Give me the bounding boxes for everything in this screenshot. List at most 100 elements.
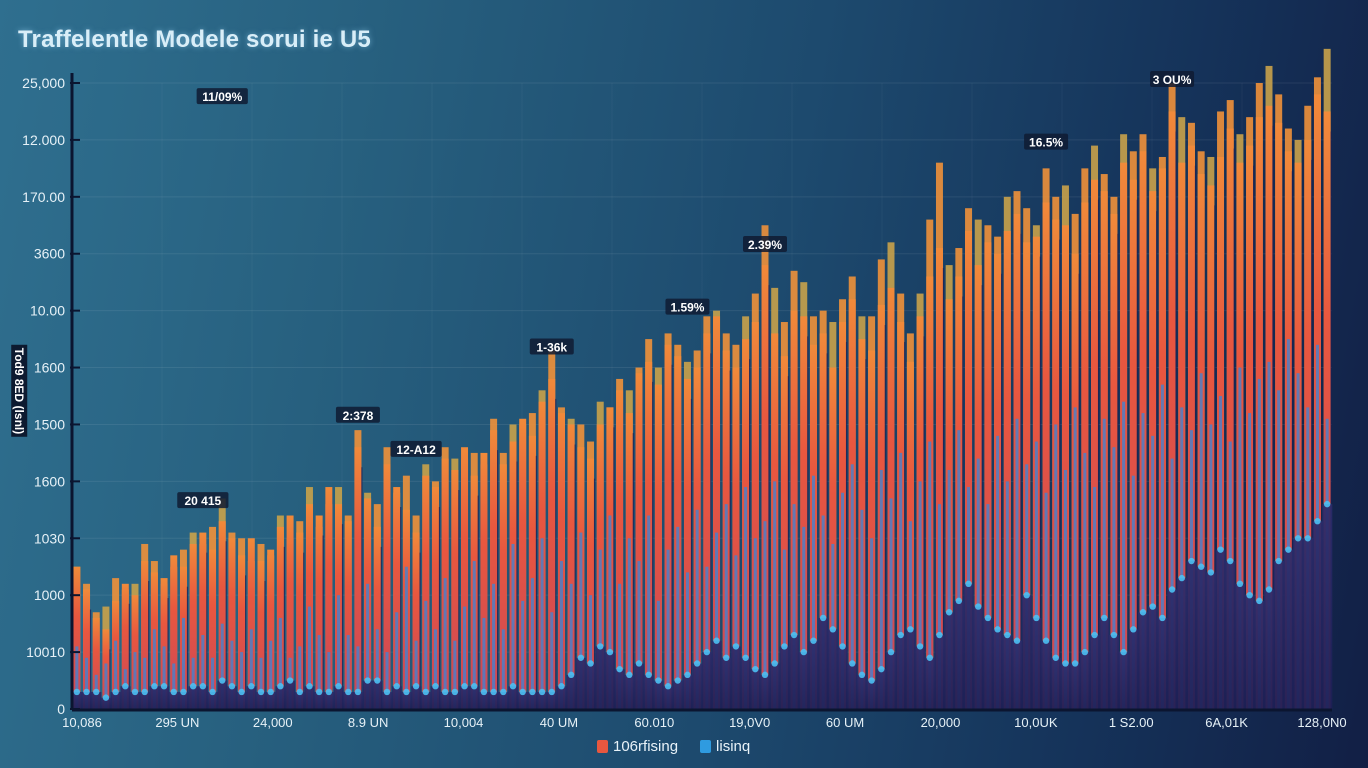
bar-lisinq-spike xyxy=(152,629,156,709)
bar-rising xyxy=(344,521,352,709)
point-lisinq xyxy=(257,688,265,696)
bar-lisinq-spike xyxy=(1122,401,1126,709)
bar-lisinq-spike xyxy=(346,635,350,709)
annotation-label: 2.39% xyxy=(748,238,782,252)
point-lisinq xyxy=(713,637,720,644)
point-lisinq xyxy=(267,688,274,696)
bar-rising xyxy=(1323,111,1331,710)
x-tick-label: 128,0N0 xyxy=(1297,715,1346,730)
bar-lisinq xyxy=(72,691,82,709)
bar-lisinq xyxy=(324,691,334,709)
legend-item-lisinq[interactable]: lisinq xyxy=(700,738,750,755)
bar-rising xyxy=(499,464,507,709)
point-lisinq xyxy=(519,688,526,696)
bar-lisinq xyxy=(1322,504,1333,709)
bar-lisinq-spike xyxy=(618,583,622,709)
point-lisinq xyxy=(1188,557,1195,565)
point-lisinq xyxy=(500,688,507,696)
bar-lisinq xyxy=(459,686,470,709)
point-lisinq xyxy=(102,694,110,701)
bar-rising xyxy=(461,447,469,709)
annotation-background xyxy=(335,406,380,423)
point-lisinq xyxy=(151,683,158,690)
y-ticks: 0 10010 1000 1030 1600 1500 1600 10.00 3600 170.0… xyxy=(22,75,80,717)
point-lisinq xyxy=(393,683,400,690)
bar-lisinq-spike xyxy=(782,549,786,709)
bar-lisinq xyxy=(1167,589,1178,709)
bar-lisinq xyxy=(702,652,712,709)
bar-rising xyxy=(199,532,207,709)
bar-lisinq-spike xyxy=(1180,407,1184,709)
bar-lisinq-spike xyxy=(773,481,777,709)
bar-lisinq-spike xyxy=(1199,373,1203,709)
bar-rising xyxy=(412,532,420,709)
point-lisinq xyxy=(994,626,1001,633)
legend-item-rising[interactable]: 106rfising xyxy=(597,738,678,755)
point-lisinq xyxy=(1149,603,1156,610)
bar-rising xyxy=(296,532,304,709)
bar-lisinq-spike xyxy=(375,629,379,709)
point-lisinq xyxy=(567,671,575,679)
bar-lisinq xyxy=(275,686,286,709)
bar-lisinq-spike xyxy=(181,617,185,709)
point-lisinq xyxy=(451,688,459,696)
bar-lisinq-spike xyxy=(230,640,234,709)
point-lisinq xyxy=(248,683,255,690)
point-lisinq xyxy=(878,665,885,673)
bar-lisinq xyxy=(1080,652,1090,709)
bar-lisinq xyxy=(595,646,606,709)
bar-lisinq-spike xyxy=(366,583,370,709)
bar-lisinq xyxy=(643,674,654,709)
point-lisinq xyxy=(858,671,866,679)
point-lisinq xyxy=(412,683,420,690)
chart-title: Traffelentle Modele sorui ie U5 xyxy=(18,26,371,53)
bar-lisinq-spike xyxy=(627,538,631,709)
bar-lisinq xyxy=(915,646,926,709)
legend-swatch-lisinq xyxy=(700,740,712,753)
point-lisinq xyxy=(73,688,81,696)
x-tick-label: 10,086 xyxy=(62,715,102,730)
point-lisinq xyxy=(1236,580,1244,587)
point-lisinq xyxy=(403,688,410,696)
point-lisinq xyxy=(945,609,953,616)
point-lisinq xyxy=(480,688,488,696)
x-tick-label: 19,0V0 xyxy=(729,715,770,730)
bar-rising xyxy=(780,356,788,709)
bar-lisinq-spike xyxy=(976,458,980,709)
bar-lisinq xyxy=(760,674,771,709)
x-tick-label: 40 UM xyxy=(540,715,578,730)
annotation-background xyxy=(529,338,574,355)
point-lisinq xyxy=(703,648,711,656)
bar-lisinq xyxy=(789,635,800,709)
bar-rising xyxy=(209,549,217,709)
bar-rising xyxy=(567,424,575,709)
bar-lisinq-spike xyxy=(1248,413,1252,709)
bar-rising xyxy=(257,561,265,709)
bar-lisinq-spike xyxy=(986,504,990,709)
bar-lisinq xyxy=(353,691,364,709)
bar-lisinq-spike xyxy=(385,652,389,709)
bar-lisinq-spike xyxy=(492,583,496,709)
bar-lisinq xyxy=(847,663,858,709)
bar-lisinq xyxy=(450,691,460,709)
bar-rising xyxy=(587,458,595,709)
bar-lisinq-spike xyxy=(656,600,660,709)
point-lisinq xyxy=(1081,648,1089,656)
point-lisinq xyxy=(1207,569,1215,576)
bar-rising xyxy=(422,475,430,709)
point-lisinq xyxy=(761,671,769,679)
bar-lisinq xyxy=(256,691,267,709)
bar-rising xyxy=(548,378,556,709)
point-lisinq xyxy=(422,688,429,696)
point-lisinq xyxy=(1042,637,1050,644)
point-lisinq xyxy=(616,665,623,673)
bar-lisinq xyxy=(808,640,819,709)
bar-lisinq xyxy=(430,686,441,709)
point-lisinq xyxy=(790,631,798,639)
point-lisinq xyxy=(926,654,933,661)
point-lisinq xyxy=(441,688,449,696)
bar-rising xyxy=(965,230,973,710)
point-lisinq xyxy=(160,683,168,690)
bar-lisinq-spike xyxy=(1170,458,1174,709)
